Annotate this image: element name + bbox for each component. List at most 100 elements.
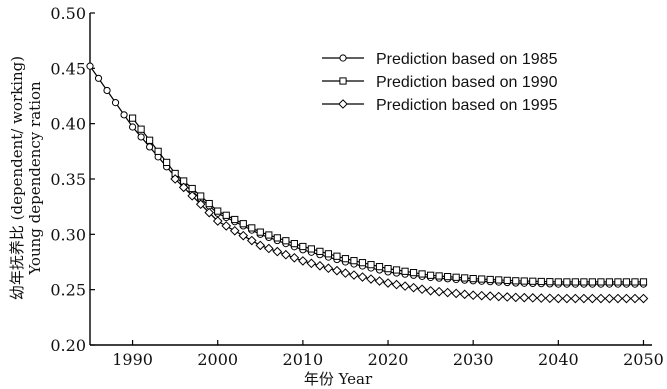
data-point xyxy=(487,276,493,282)
data-point xyxy=(581,279,587,285)
data-point xyxy=(206,200,212,206)
legend-label: Prediction based on 1995 xyxy=(376,97,558,114)
data-point xyxy=(231,227,239,235)
data-point xyxy=(283,238,289,244)
data-point xyxy=(87,63,93,69)
legend-label: Prediction based on 1985 xyxy=(376,51,558,68)
series-1 xyxy=(87,63,647,287)
data-point xyxy=(375,277,383,285)
data-point xyxy=(614,294,622,302)
legend-marker xyxy=(339,100,347,108)
data-point xyxy=(249,225,255,231)
y-tick-label: 0.25 xyxy=(50,281,86,300)
data-point xyxy=(571,294,579,302)
data-point xyxy=(385,266,391,272)
data-point xyxy=(240,221,246,227)
y-axis-label-english: Young dependency ration xyxy=(26,81,44,276)
data-point xyxy=(580,294,588,302)
y-tick-label: 0.20 xyxy=(50,336,86,355)
data-point xyxy=(640,279,646,285)
data-point xyxy=(623,279,629,285)
data-point xyxy=(589,279,595,285)
series-2 xyxy=(129,115,646,285)
data-point xyxy=(469,291,477,299)
data-point xyxy=(631,294,639,302)
data-point xyxy=(461,290,469,298)
data-point xyxy=(547,279,553,285)
data-point xyxy=(410,270,416,276)
data-point xyxy=(453,274,459,280)
legend-item-3: Prediction based on 1995 xyxy=(322,97,558,114)
data-point xyxy=(155,148,161,154)
y-tick-label: 0.45 xyxy=(50,59,86,78)
data-point xyxy=(622,294,630,302)
data-point xyxy=(478,292,486,300)
data-point xyxy=(129,124,135,130)
data-point xyxy=(95,75,101,81)
data-point xyxy=(392,280,400,288)
data-point xyxy=(401,282,409,290)
data-point xyxy=(606,279,612,285)
x-axis-label: 年份 Year xyxy=(304,370,373,388)
data-point xyxy=(512,293,520,301)
data-point xyxy=(409,284,417,292)
data-point xyxy=(307,259,315,267)
data-point xyxy=(121,112,127,118)
data-point xyxy=(554,294,562,302)
y-tick-label: 0.40 xyxy=(50,115,86,134)
y-tick-label: 0.30 xyxy=(50,225,86,244)
data-point xyxy=(470,276,476,282)
data-point xyxy=(112,100,118,106)
data-point xyxy=(564,279,570,285)
data-point xyxy=(317,248,323,254)
data-point xyxy=(342,256,348,262)
data-point xyxy=(350,271,358,279)
data-point xyxy=(496,277,502,283)
data-point xyxy=(341,269,349,277)
data-point xyxy=(248,236,256,244)
data-point xyxy=(282,251,290,259)
legend-marker xyxy=(340,55,346,61)
data-point xyxy=(232,216,238,222)
data-point xyxy=(129,115,135,121)
data-point xyxy=(299,257,307,265)
data-point xyxy=(104,87,110,93)
data-point xyxy=(222,222,230,230)
data-point xyxy=(189,185,195,191)
data-point xyxy=(368,262,374,268)
data-point xyxy=(479,276,485,282)
data-point xyxy=(538,278,544,284)
y-tick-label: 0.50 xyxy=(50,4,86,23)
data-point xyxy=(530,278,536,284)
data-point xyxy=(367,275,375,283)
y-axis-label: 幼年抚养比 (dependent/ working) xyxy=(8,56,26,300)
data-point xyxy=(147,144,153,150)
series-layer xyxy=(87,63,648,303)
data-point xyxy=(265,244,273,252)
data-point xyxy=(513,278,519,284)
data-point xyxy=(147,137,153,143)
data-point xyxy=(452,289,460,297)
data-point xyxy=(529,294,537,302)
data-point xyxy=(597,294,605,302)
data-point xyxy=(572,279,578,285)
data-point xyxy=(521,278,527,284)
data-point xyxy=(555,279,561,285)
data-point xyxy=(418,285,426,293)
data-point xyxy=(462,275,468,281)
x-tick-label: 1990 xyxy=(112,350,153,369)
legend-item-2: Prediction based on 1990 xyxy=(322,74,558,91)
x-tick-label: 2050 xyxy=(623,350,664,369)
x-tick-label: 2020 xyxy=(368,350,409,369)
data-point xyxy=(435,288,443,296)
data-point xyxy=(215,208,221,214)
data-point xyxy=(495,292,503,300)
data-point xyxy=(351,258,357,264)
legend-label: Prediction based on 1990 xyxy=(376,74,558,91)
data-point xyxy=(239,232,247,240)
data-point xyxy=(537,294,545,302)
x-tick-label: 2040 xyxy=(538,350,579,369)
data-point xyxy=(486,292,494,300)
data-point xyxy=(605,294,613,302)
